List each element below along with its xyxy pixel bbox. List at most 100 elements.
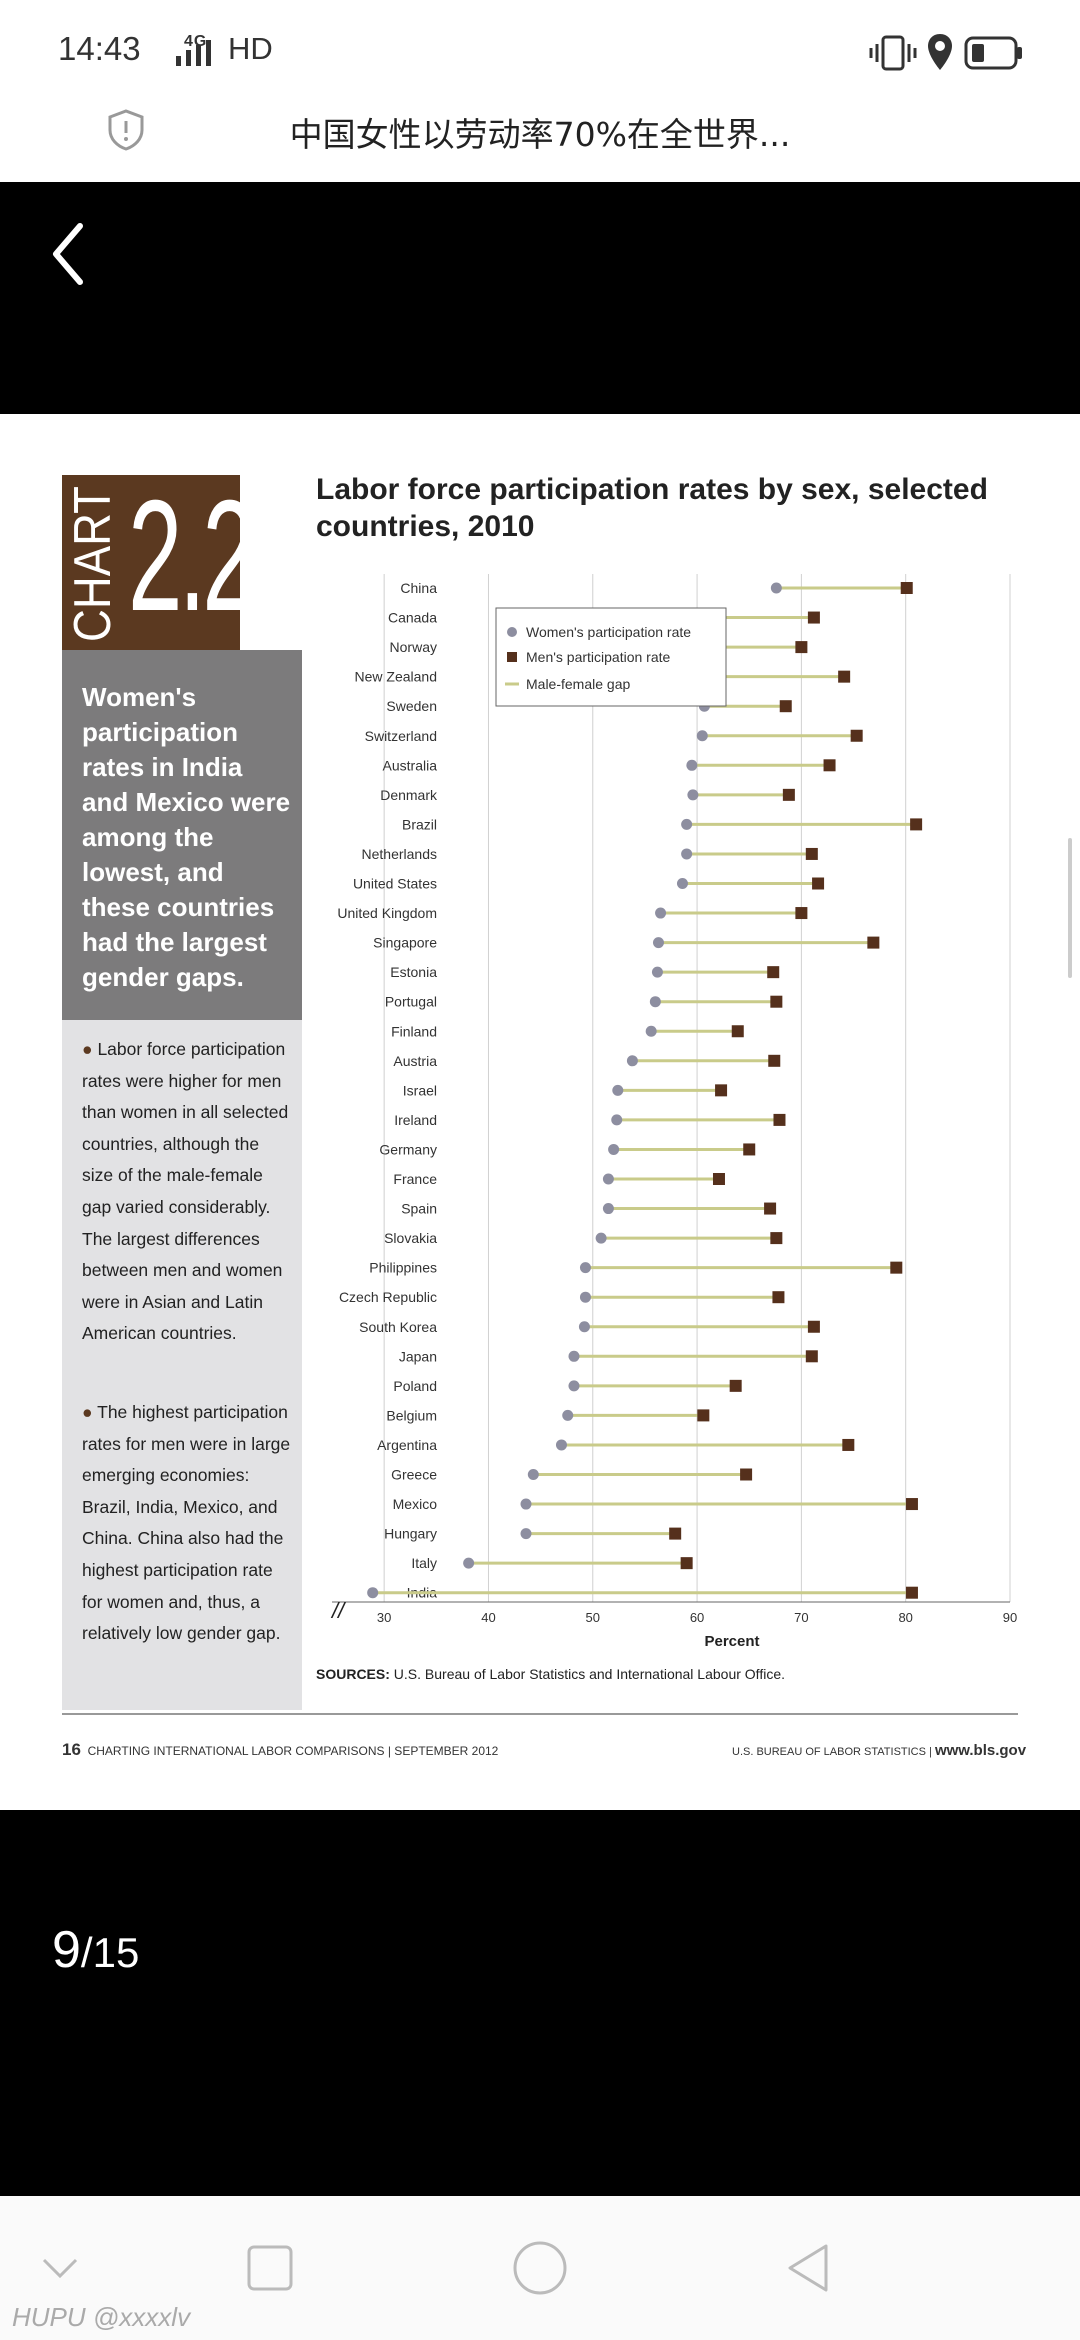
status-bar	[0, 0, 1080, 100]
x-tick-label: 30	[377, 1610, 391, 1625]
x-tick-label: 80	[898, 1610, 912, 1625]
men-point	[823, 759, 836, 772]
men-point	[838, 670, 851, 683]
women-point	[562, 1409, 574, 1421]
category-label: Germany	[379, 1141, 437, 1157]
category-label: Hungary	[384, 1526, 437, 1542]
category-label: Ireland	[394, 1112, 437, 1128]
men-point	[910, 818, 923, 831]
category-label: Australia	[383, 757, 438, 773]
women-point	[579, 1262, 591, 1274]
category-label: New Zealand	[355, 669, 438, 685]
women-point	[595, 1232, 607, 1244]
category-label: Netherlands	[362, 846, 438, 862]
chart-number: 2.2	[128, 468, 257, 644]
women-point	[770, 582, 782, 594]
women-point	[520, 1528, 532, 1540]
women-point	[602, 1203, 614, 1215]
page-title: 中国女性以劳动率70%在全世界...	[289, 115, 791, 154]
category-label: Spain	[401, 1201, 437, 1217]
chart-title: Labor force participation rates by sex, …	[316, 473, 988, 543]
men-point	[779, 700, 792, 713]
men-point	[767, 966, 780, 979]
category-label: Austria	[393, 1053, 437, 1069]
men-point	[842, 1438, 855, 1451]
chart-word-text: CHART	[64, 486, 116, 642]
men-point	[773, 1113, 786, 1126]
women-point	[676, 878, 688, 889]
home-button[interactable]	[512, 2240, 568, 2296]
chart: 30 40 50 60 70 80 90 China Canada Norway New Zeal…	[330, 574, 1017, 1650]
scrollbar[interactable]	[1068, 838, 1072, 978]
men-point	[807, 1320, 820, 1333]
category-label: France	[393, 1171, 437, 1187]
category-label: Sweden	[386, 698, 437, 714]
men-point	[669, 1527, 682, 1540]
men-point	[740, 1468, 753, 1481]
men-point	[905, 1586, 918, 1599]
back-arrow-icon[interactable]	[48, 222, 88, 286]
women-point	[578, 1321, 590, 1333]
x-tick-label: 70	[794, 1610, 808, 1625]
category-label: Japan	[399, 1348, 437, 1364]
chart-word: CHART	[64, 486, 116, 642]
category-label: Czech Republic	[339, 1289, 437, 1305]
category-label: Argentina	[377, 1437, 437, 1453]
category-label: United States	[353, 876, 437, 892]
hd-indicator: HD	[228, 31, 273, 66]
watermark: HUPU @xxxxlv	[12, 2302, 191, 2332]
chevron-down-icon[interactable]	[40, 2252, 80, 2282]
women-point	[520, 1498, 532, 1510]
men-point	[729, 1379, 742, 1392]
chart-marks: China Canada Norway New Zealand Sweden Switze…	[337, 580, 923, 1601]
vibrate-icon	[869, 35, 917, 71]
category-label: United Kingdom	[337, 905, 437, 921]
category-label: Belgium	[386, 1407, 437, 1423]
category-label: Philippines	[369, 1260, 437, 1276]
women-point	[649, 996, 661, 1008]
page-counter: 9/15	[52, 1921, 140, 1979]
back-button[interactable]	[784, 2242, 832, 2294]
women-point	[696, 730, 708, 742]
men-point	[812, 877, 825, 890]
legend-women-marker	[507, 627, 517, 637]
legend-men-marker	[507, 652, 517, 662]
headline-box	[62, 650, 302, 1020]
men-point	[867, 936, 880, 949]
recents-button[interactable]	[246, 2244, 294, 2292]
x-tick-label: 50	[586, 1610, 600, 1625]
x-tick-label: 90	[1003, 1610, 1017, 1625]
men-point	[807, 611, 820, 624]
category-label: South Korea	[359, 1319, 437, 1335]
sources: SOURCES: U.S. Bureau of Labor Statistics…	[316, 1666, 785, 1682]
men-point	[795, 641, 808, 654]
category-label: Singapore	[373, 935, 437, 951]
men-point	[764, 1202, 777, 1215]
women-point	[652, 937, 664, 949]
men-point	[697, 1409, 710, 1422]
axis-break: //	[330, 1598, 346, 1623]
men-point	[743, 1143, 756, 1156]
men-point	[805, 1350, 818, 1363]
footer-left: 16 CHARTING INTERNATIONAL LABOR COMPARIS…	[62, 1740, 499, 1759]
women-point	[367, 1587, 379, 1599]
bullet-2: ● The highest participation rates for me…	[82, 1402, 291, 1644]
men-point	[715, 1084, 728, 1097]
x-tick-label: 40	[481, 1610, 495, 1625]
legend-gap-label: Male-female gap	[526, 676, 630, 692]
navigation-bar	[0, 2196, 1080, 2340]
category-label: Denmark	[380, 787, 438, 803]
viewer-bottom-bar	[0, 1810, 1080, 2196]
shield-icon[interactable]	[106, 108, 146, 152]
category-label: Brazil	[402, 816, 437, 832]
legend-men-label: Men's participation rate	[526, 649, 671, 665]
men-point	[770, 1232, 783, 1245]
men-point	[805, 847, 818, 860]
men-point	[850, 729, 863, 742]
legend-women-label: Women's participation rate	[526, 624, 691, 640]
women-point	[568, 1350, 580, 1362]
battery-icon	[964, 36, 1022, 70]
title-bar	[0, 100, 1080, 180]
men-point	[768, 1054, 781, 1067]
men-point	[782, 788, 795, 801]
